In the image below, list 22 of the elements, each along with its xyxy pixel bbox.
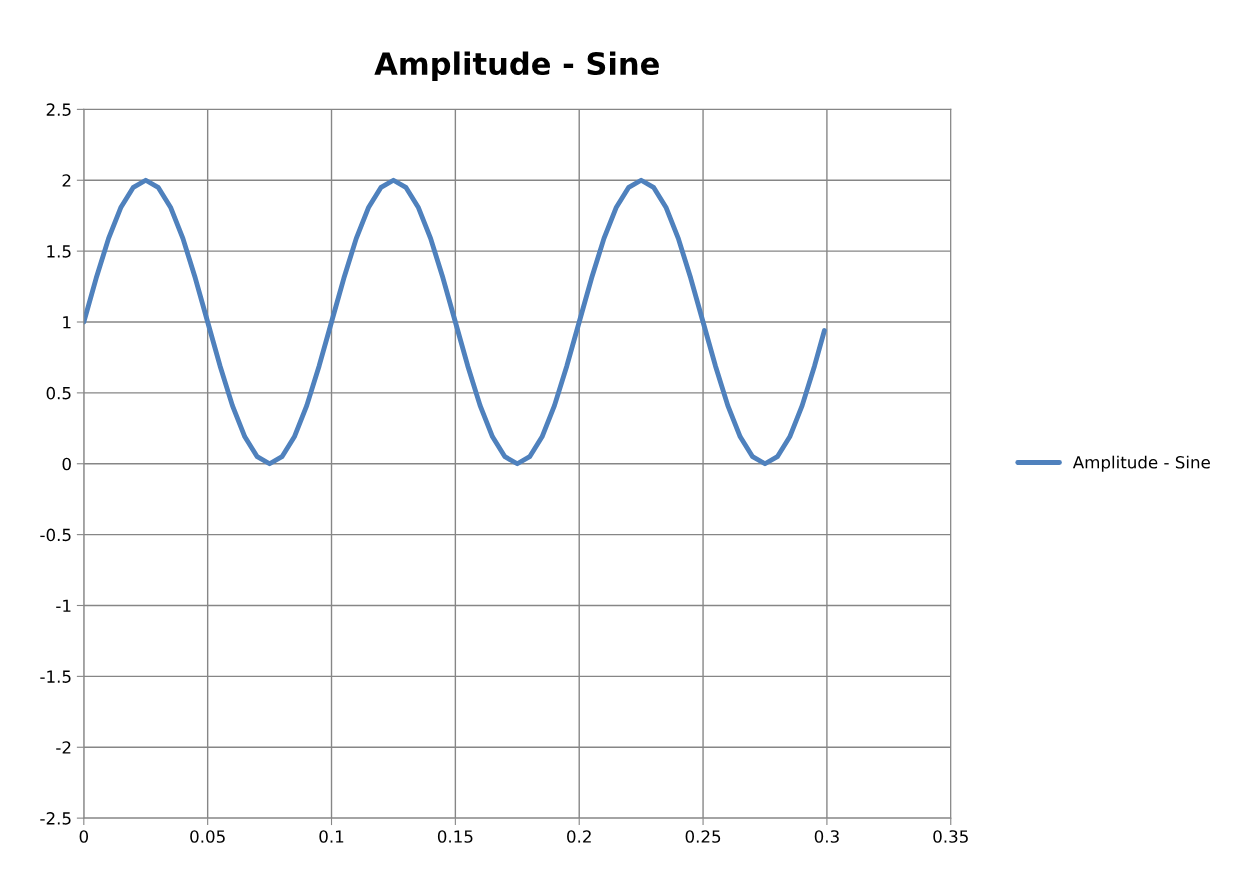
x-tick-label: 0.05	[190, 830, 225, 843]
y-tick-label: 1.5	[47, 245, 71, 258]
chart-title: Amplitude - Sine	[374, 51, 659, 82]
x-tick-label: 0.1	[319, 830, 344, 843]
line-series	[83, 177, 827, 467]
y-tick-label: 0.5	[46, 386, 71, 400]
y-tick-label: 2	[62, 174, 71, 187]
x-tick-label: 0.15	[437, 830, 473, 843]
x-tick-label: 0	[79, 830, 89, 843]
y-tick-label: -0.5	[40, 528, 71, 542]
x-tick-label: 0.2	[567, 830, 591, 843]
y-tick-label: -1	[56, 599, 71, 612]
y-tick-label: 0	[62, 457, 71, 471]
y-tick-label: 2.5	[46, 103, 71, 116]
x-tick-label: 0.3	[814, 830, 839, 843]
y-tick-label: -2.5	[40, 812, 71, 825]
x-tick-label: 0.25	[685, 830, 721, 843]
y-tick-label: -1.5	[40, 670, 71, 683]
x-tick-label: 0.35	[933, 830, 968, 843]
y-tick-label: -2	[56, 741, 71, 754]
y-tick-label: 1	[63, 316, 71, 329]
legend-label: Amplitude - Sine	[1072, 455, 1210, 472]
